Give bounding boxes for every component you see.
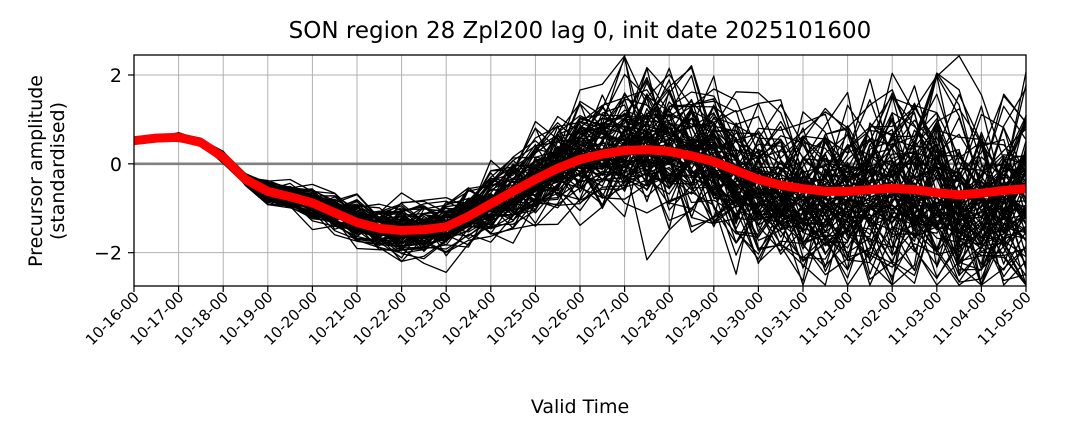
ensemble-member-line <box>133 93 1027 242</box>
y-tick-label: 2 <box>110 65 122 87</box>
ensemble-mean <box>133 132 1027 235</box>
y-axis-label-line2: (standardised) <box>47 102 69 240</box>
y-axis-label-line1: Precursor amplitude <box>25 75 47 267</box>
y-tick-label: 0 <box>110 154 122 176</box>
y-axis-ticks: −2 0 2 <box>94 65 134 265</box>
x-axis-ticks: 10-16-0010-17-0010-18-0010-19-0010-20-00… <box>82 286 1035 349</box>
chart-title: SON region 28 Zpl200 lag 0, init date 20… <box>289 18 872 44</box>
ensemble-member-line <box>133 137 1027 286</box>
ensemble-member-line <box>133 112 1027 251</box>
ensemble-member-line <box>133 84 1027 243</box>
ensemble-member-line <box>133 126 1027 241</box>
y-tick-label: −2 <box>94 243 122 265</box>
x-axis-label: Valid Time <box>531 396 629 418</box>
ensemble-mean-line <box>133 132 1027 235</box>
